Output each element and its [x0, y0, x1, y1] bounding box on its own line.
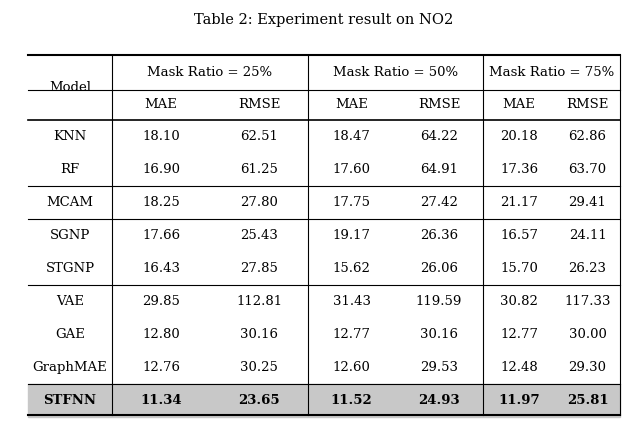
Text: GAE: GAE: [55, 328, 85, 341]
Text: 17.36: 17.36: [500, 163, 538, 176]
Text: 62.86: 62.86: [568, 130, 607, 143]
Text: 12.77: 12.77: [333, 328, 371, 341]
Text: 119.59: 119.59: [416, 295, 462, 308]
Text: RMSE: RMSE: [238, 99, 280, 112]
Text: 112.81: 112.81: [236, 295, 282, 308]
Text: Model: Model: [49, 81, 91, 94]
Text: 18.10: 18.10: [142, 130, 180, 143]
Text: 23.65: 23.65: [238, 394, 280, 407]
Text: RMSE: RMSE: [566, 99, 609, 112]
Text: 17.60: 17.60: [333, 163, 371, 176]
Text: 21.17: 21.17: [500, 196, 538, 209]
Text: 24.11: 24.11: [568, 229, 606, 242]
Text: 29.41: 29.41: [568, 196, 607, 209]
Text: 16.43: 16.43: [142, 262, 180, 275]
Text: 12.80: 12.80: [142, 328, 180, 341]
Text: 30.00: 30.00: [568, 328, 607, 341]
Text: 18.25: 18.25: [142, 196, 180, 209]
Text: 15.70: 15.70: [500, 262, 538, 275]
Text: 12.76: 12.76: [142, 361, 180, 374]
Text: STFNN: STFNN: [44, 394, 97, 407]
Text: 26.23: 26.23: [568, 262, 607, 275]
Text: 17.75: 17.75: [333, 196, 371, 209]
Text: 18.47: 18.47: [333, 130, 371, 143]
Text: 30.25: 30.25: [240, 361, 278, 374]
Text: 26.36: 26.36: [420, 229, 458, 242]
Text: RMSE: RMSE: [418, 99, 460, 112]
Text: 62.51: 62.51: [240, 130, 278, 143]
Text: 12.60: 12.60: [333, 361, 371, 374]
Text: 29.85: 29.85: [142, 295, 180, 308]
Text: 11.34: 11.34: [140, 394, 182, 407]
Text: 63.70: 63.70: [568, 163, 607, 176]
Text: 29.30: 29.30: [568, 361, 607, 374]
Text: 19.17: 19.17: [333, 229, 371, 242]
Text: 25.43: 25.43: [240, 229, 278, 242]
Text: Mask Ratio = 25%: Mask Ratio = 25%: [147, 66, 273, 79]
Text: MAE: MAE: [335, 99, 368, 112]
Bar: [28, 384, 620, 417]
Text: MAE: MAE: [502, 99, 536, 112]
Text: STGNP: STGNP: [45, 262, 95, 275]
Text: 20.18: 20.18: [500, 130, 538, 143]
Text: 64.91: 64.91: [420, 163, 458, 176]
Text: GraphMAE: GraphMAE: [33, 361, 108, 374]
Text: KNN: KNN: [53, 130, 86, 143]
Text: 12.48: 12.48: [500, 361, 538, 374]
Text: 15.62: 15.62: [333, 262, 371, 275]
Text: 117.33: 117.33: [564, 295, 611, 308]
Text: RF: RF: [60, 163, 79, 176]
Text: 30.82: 30.82: [500, 295, 538, 308]
Text: VAE: VAE: [56, 295, 84, 308]
Text: 27.42: 27.42: [420, 196, 458, 209]
Text: 30.16: 30.16: [420, 328, 458, 341]
Text: Table 2: Experiment result on NO2: Table 2: Experiment result on NO2: [195, 13, 454, 27]
Text: 25.81: 25.81: [566, 394, 608, 407]
Text: 11.52: 11.52: [331, 394, 372, 407]
Text: 24.93: 24.93: [418, 394, 460, 407]
Text: 12.77: 12.77: [500, 328, 538, 341]
Text: 27.85: 27.85: [240, 262, 278, 275]
Text: 64.22: 64.22: [420, 130, 458, 143]
Text: 29.53: 29.53: [420, 361, 458, 374]
Text: 26.06: 26.06: [420, 262, 458, 275]
Text: 27.80: 27.80: [240, 196, 278, 209]
Text: Mask Ratio = 75%: Mask Ratio = 75%: [489, 66, 614, 79]
Text: 16.90: 16.90: [142, 163, 180, 176]
Text: Mask Ratio = 50%: Mask Ratio = 50%: [333, 66, 458, 79]
Text: 31.43: 31.43: [333, 295, 371, 308]
Text: 30.16: 30.16: [240, 328, 278, 341]
Text: 61.25: 61.25: [240, 163, 278, 176]
Text: 17.66: 17.66: [142, 229, 180, 242]
Text: MAE: MAE: [145, 99, 177, 112]
Text: SGNP: SGNP: [50, 229, 90, 242]
Text: MCAM: MCAM: [47, 196, 93, 209]
Text: 11.97: 11.97: [498, 394, 540, 407]
Text: 16.57: 16.57: [500, 229, 538, 242]
